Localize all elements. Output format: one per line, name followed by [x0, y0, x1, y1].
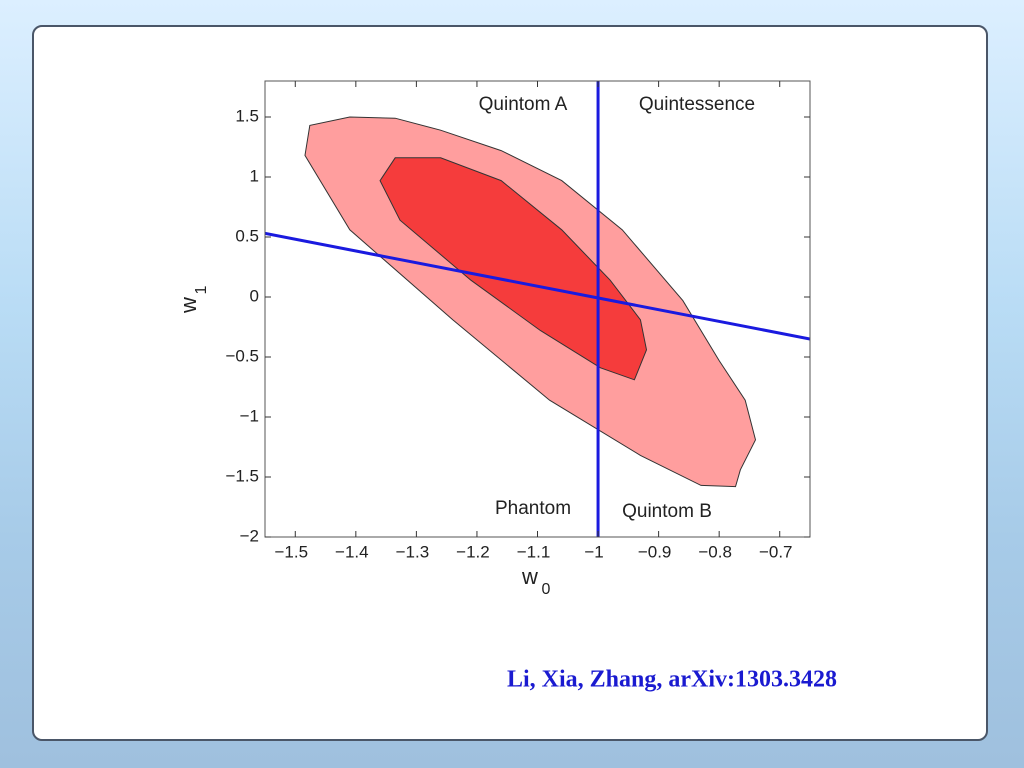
y-tick-label: −1: [240, 406, 259, 425]
plot: [265, 81, 810, 537]
x-tick-label: −1.1: [517, 542, 551, 561]
x-tick-label: −0.7: [759, 542, 793, 561]
x-tick-label: −1.3: [396, 542, 430, 561]
y-axis-label-sub: 1: [193, 285, 210, 294]
x-tick-label: −1.4: [335, 542, 369, 561]
x-tick-label: −0.9: [638, 542, 672, 561]
y-tick-label: −0.5: [225, 346, 259, 365]
region-label: Phantom: [495, 498, 571, 519]
y-axis-label: w: [176, 297, 201, 314]
caption: Li, Xia, Zhang, arXiv:1303.3428: [507, 667, 837, 693]
region-label: Quintom B: [622, 501, 712, 522]
y-axis-label-group: w1: [176, 285, 210, 313]
x-tick-label: −0.8: [698, 542, 732, 561]
y-tick-label: 0.5: [235, 226, 259, 245]
divider-line: [265, 231, 810, 341]
x-tick-label: −1: [584, 542, 603, 561]
y-tick-label: 1: [250, 166, 259, 185]
y-tick-label: 1.5: [235, 106, 259, 125]
contour-region: [379, 157, 648, 381]
panel: [32, 25, 988, 741]
x-tick-label: −1.5: [274, 542, 308, 561]
x-axis-label: w: [521, 564, 538, 589]
y-tick-label: −2: [240, 526, 259, 545]
y-tick-label: 0: [250, 286, 259, 305]
region-label: Quintom A: [479, 94, 568, 115]
x-tick-label: −1.2: [456, 542, 490, 561]
y-tick-label: −1.5: [225, 466, 259, 485]
region-label: Quintessence: [639, 94, 755, 115]
x-axis-label-sub: 0: [542, 581, 551, 598]
